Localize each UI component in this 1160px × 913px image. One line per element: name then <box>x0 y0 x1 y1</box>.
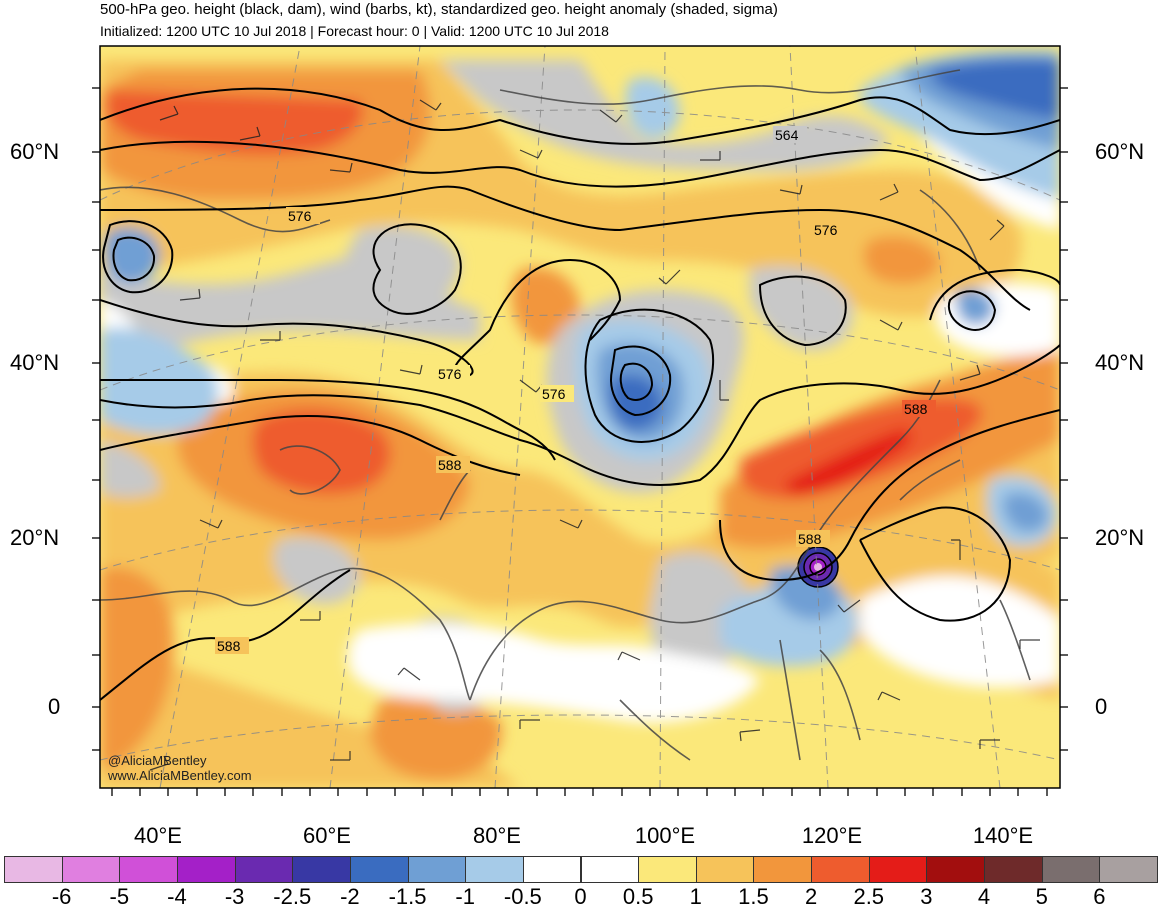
contour-label: 588 <box>798 531 822 547</box>
colorbar-swatch <box>926 856 986 883</box>
colorbar-tick-label: 2 <box>804 884 818 909</box>
lat-label-left: 60°N <box>10 139 60 164</box>
lon-label: 120°E <box>801 823 863 848</box>
colorbar-swatch <box>4 856 63 883</box>
colorbar-swatch <box>753 856 813 883</box>
colorbar-tick-label: 3 <box>920 884 933 909</box>
colorbar-tick-label: 6 <box>1093 884 1106 909</box>
lat-label-right: 20°N <box>1095 525 1145 550</box>
coastlines <box>100 69 1031 761</box>
chart-subtitle: Initialized: 1200 UTC 10 Jul 2018 | Fore… <box>100 23 609 39</box>
colorbar-swatch <box>1041 856 1101 883</box>
lat-label-right: 0 <box>1095 694 1108 719</box>
colorbar-tick-label: 0.5 <box>622 884 654 909</box>
contour-label: 576 <box>438 366 462 382</box>
colorbar-tick-label: -3 <box>224 884 245 909</box>
colorbar-swatch <box>176 856 236 883</box>
contour-label: 588 <box>904 401 928 417</box>
anomaly-region-2 <box>106 90 363 155</box>
lat-label-right: 40°N <box>1095 350 1145 375</box>
colorbar-tick-label: 1.5 <box>738 884 769 909</box>
lon-label: 80°E <box>473 823 521 848</box>
contour-label: 576 <box>542 386 566 402</box>
wind-barbs <box>149 99 1040 771</box>
graticule <box>100 46 1060 788</box>
anomaly-region-25 <box>785 429 912 495</box>
contour-label: 588 <box>217 638 241 654</box>
contour-label: 576 <box>814 222 838 238</box>
contour-label-group: 564 576 576 576 576 588 588 588 588 <box>215 126 936 654</box>
colorbar-swatch <box>292 856 351 883</box>
colorbar-tick-label: 2.5 <box>853 884 885 909</box>
colorbar-tick-label: 4 <box>977 884 991 909</box>
colorbar-swatch <box>119 856 178 883</box>
lon-label: 60°E <box>303 823 351 848</box>
colorbar-tick-label: -2.5 <box>273 884 312 909</box>
colorbar-tick-label: -6 <box>51 884 72 909</box>
colorbar-swatch <box>349 856 409 883</box>
lat-label-right: 60°N <box>1095 139 1145 164</box>
colorbar-tick-label: -1.5 <box>388 884 427 909</box>
contour-label: 576 <box>288 208 312 224</box>
colorbar-swatch <box>811 856 870 883</box>
colorbar-tick-label: 1 <box>689 884 702 909</box>
lat-label-left: 40°N <box>10 350 60 375</box>
contour-label: 588 <box>438 457 462 473</box>
typhoon-core <box>797 546 839 588</box>
lat-label-left: 20°N <box>10 525 60 550</box>
colorbar-swatch <box>580 856 640 883</box>
colorbar-tick-label: -4 <box>167 884 187 909</box>
lon-label: 40°E <box>134 823 182 848</box>
colorbar-swatch <box>695 856 755 883</box>
contour-label: 564 <box>775 127 799 143</box>
colorbar-tick-label: 0 <box>574 884 587 909</box>
colorbar-swatch <box>465 856 524 883</box>
colorbar-swatch <box>868 856 928 883</box>
credit-twitter: @AliciaMBentley <box>108 753 207 768</box>
colorbar-swatch <box>407 856 467 883</box>
chart-title: 500-hPa geo. height (black, dam), wind (… <box>100 1 778 18</box>
near-zero-region <box>348 623 760 723</box>
credit-website: www.AliciaMBentley.com <box>108 768 252 783</box>
colorbar-swatch <box>61 856 121 883</box>
tick-marks <box>92 87 1068 796</box>
colorbar-tick-label: -5 <box>109 884 130 909</box>
lon-label: 140°E <box>972 823 1034 848</box>
colorbar-swatch <box>1099 856 1158 883</box>
colorbar-tick-label: -1 <box>455 884 475 909</box>
colorbar-tick-label: 5 <box>1035 884 1048 909</box>
colorbar-tick-label: -2 <box>340 884 360 909</box>
map-frame <box>99 45 1061 789</box>
colorbar-swatch <box>638 856 697 883</box>
colorbar-swatch <box>522 856 582 883</box>
colorbar-swatch <box>984 856 1043 883</box>
lat-label-left: 0 <box>48 694 61 719</box>
colorbar-swatch <box>234 856 294 883</box>
lon-label: 100°E <box>634 823 696 848</box>
colorbar-tick-label: -0.5 <box>503 884 542 909</box>
